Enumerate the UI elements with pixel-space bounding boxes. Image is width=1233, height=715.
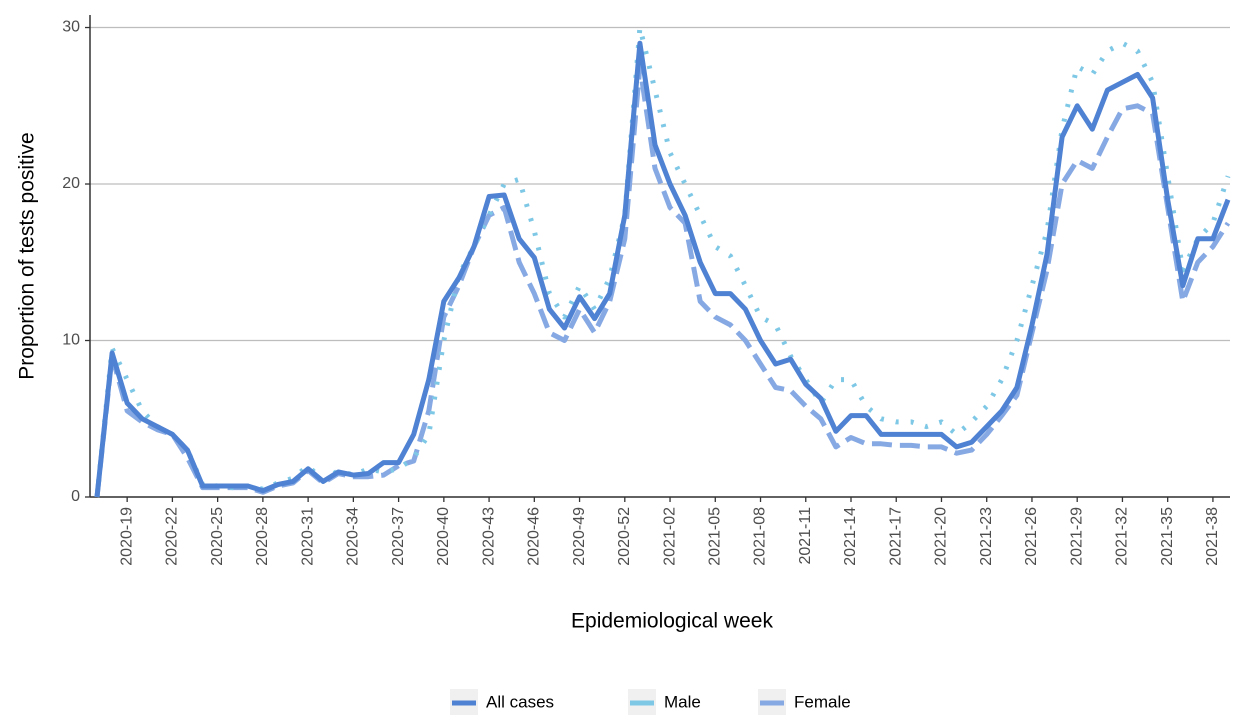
series-line bbox=[94, 40, 1231, 498]
x-tick-label: 2020-46 bbox=[526, 507, 543, 566]
y-tick-label: 10 bbox=[62, 332, 80, 349]
x-tick-label: 2020-25 bbox=[209, 507, 226, 566]
x-tick-label: 2021-17 bbox=[887, 507, 904, 566]
x-tick-label: 2020-37 bbox=[390, 507, 407, 566]
x-tick-label: 2021-38 bbox=[1204, 507, 1221, 566]
legend-label: Female bbox=[794, 692, 851, 711]
x-tick-label: 2020-31 bbox=[299, 507, 316, 566]
x-tick-label: 2020-34 bbox=[345, 507, 362, 566]
x-tick-label: 2021-20 bbox=[933, 507, 950, 566]
x-axis-title: Epidemiological week bbox=[571, 610, 773, 633]
x-tick-label: 2020-49 bbox=[571, 507, 588, 566]
x-tick-label: 2021-23 bbox=[978, 507, 995, 566]
y-tick-label: 20 bbox=[62, 175, 80, 192]
legend-label: All cases bbox=[486, 692, 554, 711]
series-line bbox=[94, 64, 1231, 498]
x-tick-label: 2021-35 bbox=[1159, 507, 1176, 566]
y-tick-label: 30 bbox=[62, 19, 80, 36]
x-tick-label: 2020-22 bbox=[164, 507, 181, 566]
x-tick-label: 2021-32 bbox=[1114, 507, 1131, 566]
series-line bbox=[94, 25, 1231, 498]
x-tick-label: 2021-05 bbox=[706, 507, 723, 566]
x-tick-label: 2021-26 bbox=[1023, 507, 1040, 566]
y-tick-label: 0 bbox=[71, 488, 80, 505]
x-tick-label: 2021-02 bbox=[661, 507, 678, 566]
x-tick-label: 2020-40 bbox=[435, 507, 452, 566]
y-axis-title: Proportion of tests positive bbox=[16, 132, 39, 379]
x-tick-label: 2020-43 bbox=[480, 507, 497, 566]
legend-label: Male bbox=[664, 692, 701, 711]
x-tick-label: 2021-11 bbox=[797, 507, 814, 565]
x-tick-label: 2020-52 bbox=[616, 507, 633, 566]
x-tick-label: 2021-29 bbox=[1068, 507, 1085, 566]
x-tick-label: 2020-28 bbox=[254, 507, 271, 566]
x-tick-label: 2021-08 bbox=[752, 507, 769, 566]
x-tick-label: 2021-14 bbox=[842, 507, 859, 566]
x-tick-label: 2020-19 bbox=[118, 507, 135, 566]
